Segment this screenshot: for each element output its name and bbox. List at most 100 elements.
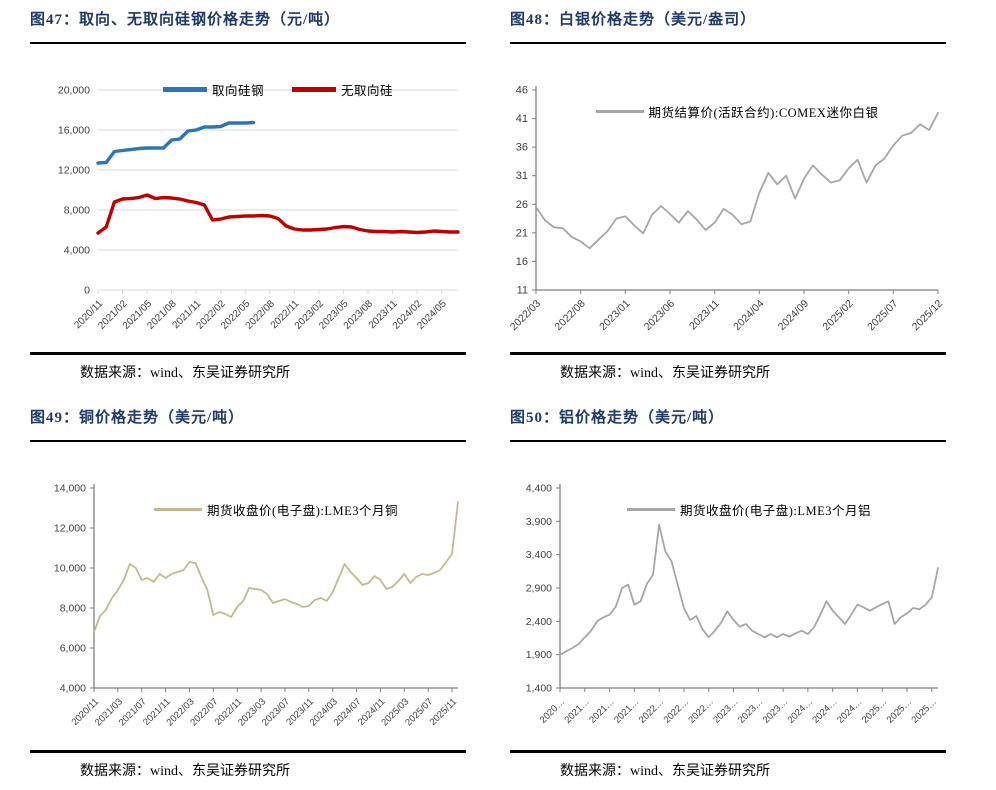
series-lines (93, 501, 459, 633)
svg-text:2024…: 2024… (810, 696, 839, 725)
svg-text:2021…: 2021… (562, 696, 591, 725)
svg-text:11: 11 (517, 285, 528, 297)
figure-48: 图48：白银价格走势（美元/盎司） 46 41 36 31 26 21 16 11 2022/0… (508, 10, 946, 392)
figure-49: 图49：铜价格走势（美元/吨） 14,000 12,000 10,000 8,000 6… (30, 408, 466, 790)
chart-divider (30, 352, 466, 355)
svg-text:21: 21 (516, 227, 528, 239)
svg-text:2023…: 2023… (736, 696, 765, 725)
chart-divider (30, 750, 466, 753)
title-divider (510, 42, 946, 44)
series-lines (96, 120, 460, 235)
svg-text:4,400: 4,400 (526, 483, 552, 495)
svg-text:46: 46 (516, 85, 528, 97)
gridlines (98, 89, 458, 291)
series-line (535, 112, 939, 250)
svg-text:26: 26 (516, 199, 528, 211)
svg-text:2024/04: 2024/04 (731, 298, 766, 333)
svg-text:2021…: 2021… (587, 696, 616, 725)
figure-48-title: 图48：白银价格走势（美元/盎司） (510, 12, 757, 28)
svg-text:41: 41 (516, 113, 528, 125)
svg-text:2023/01: 2023/01 (597, 298, 632, 333)
chart-svg-49: 14,000 12,000 10,000 8,000 6,000 4,0002020/11… (54, 483, 460, 729)
figure-50-title: 图50：铝价格走势（美元/吨） (510, 410, 725, 426)
svg-text:10,000: 10,000 (54, 563, 86, 575)
series-line (559, 523, 939, 656)
series-line (96, 193, 460, 235)
svg-text:1,900: 1,900 (526, 649, 552, 661)
svg-text:2023/06: 2023/06 (642, 298, 677, 333)
svg-text:20,000: 20,000 (58, 85, 90, 97)
title-divider (510, 440, 946, 442)
x-axis-labels: 2020/112021/032021/072021/112022/032022/… (70, 696, 460, 728)
series-lines (535, 112, 939, 250)
svg-text:4,000: 4,000 (64, 245, 90, 257)
svg-text:2020…: 2020… (538, 696, 567, 725)
chart-49-canvas: 14,000 12,000 10,000 8,000 6,000 4,000 2020/11… (30, 476, 466, 748)
svg-text:2021…: 2021… (612, 696, 641, 725)
svg-text:3,400: 3,400 (526, 549, 552, 561)
title-divider (30, 42, 466, 44)
svg-text:2022/03: 2022/03 (508, 298, 543, 333)
axes (90, 484, 458, 692)
y-axis-labels: 4,400 3,900 3,400 2,900 2,400 1,900 1,400 (526, 483, 552, 695)
svg-text:16,000: 16,000 (58, 125, 90, 137)
figure-47: 图47：取向、无取向硅钢价格走势（元/吨） 20,000 16,000 12,000… (30, 10, 466, 392)
svg-text:6,000: 6,000 (60, 643, 86, 655)
svg-text:2025/12: 2025/12 (910, 298, 945, 333)
svg-text:36: 36 (516, 142, 528, 154)
series-lines (559, 523, 939, 656)
y-axis-labels: 46 41 36 31 26 21 16 11 (516, 85, 528, 297)
svg-text:3,900: 3,900 (526, 516, 552, 528)
svg-text:2023/11: 2023/11 (687, 298, 722, 333)
svg-text:0: 0 (84, 285, 90, 297)
series-line (96, 120, 256, 165)
figure-49-title: 图49：铜价格走势（美元/吨） (30, 410, 245, 426)
svg-text:2022…: 2022… (662, 696, 691, 725)
svg-text:2022…: 2022… (637, 696, 666, 725)
svg-text:2025/07: 2025/07 (865, 298, 900, 333)
figure-47-title: 图47：取向、无取向硅钢价格走势（元/吨） (30, 12, 341, 28)
svg-text:2025…: 2025… (909, 696, 938, 725)
svg-text:2024…: 2024… (835, 696, 864, 725)
chart-divider (510, 352, 946, 355)
svg-text:2025…: 2025… (860, 696, 889, 725)
x-axis-labels: 2022/03 2022/08 2023/01 2023/06 2023/11 2024/… (508, 298, 945, 333)
svg-text:31: 31 (516, 170, 528, 182)
svg-text:16: 16 (516, 256, 528, 268)
chart-50-canvas: 4,400 3,900 3,400 2,900 2,400 1,900 1,400 2020…… (510, 476, 946, 748)
axes (97, 289, 458, 294)
figure-49-source: 数据来源：wind、东吴证券研究所 (80, 764, 290, 779)
chart-divider (510, 750, 946, 753)
svg-text:12,000: 12,000 (58, 165, 90, 177)
svg-text:14,000: 14,000 (54, 483, 86, 495)
axes (556, 484, 938, 692)
svg-text:2024/09: 2024/09 (776, 298, 811, 333)
svg-text:2,900: 2,900 (526, 583, 552, 595)
svg-text:2023…: 2023… (711, 696, 740, 725)
title-divider (30, 440, 466, 442)
y-axis-labels: 20,000 16,000 12,000 8,000 4,000 0 (58, 85, 90, 297)
x-axis-labels: 2020…2021…2021…2021…2022…2022…2022…2023…… (538, 696, 939, 725)
svg-text:12,000: 12,000 (54, 523, 86, 535)
figure-50: 图50：铝价格走势（美元/吨） 4,400 3,900 3,400 2,900 2,40… (510, 408, 946, 790)
y-axis-labels: 14,000 12,000 10,000 8,000 6,000 4,000 (54, 483, 86, 695)
svg-text:8,000: 8,000 (64, 205, 90, 217)
figure-50-source: 数据来源：wind、东吴证券研究所 (560, 764, 770, 779)
svg-text:8,000: 8,000 (60, 603, 86, 615)
chart-svg-47: 20,000 16,000 12,000 8,000 4,000 02020/112021… (58, 85, 460, 332)
svg-text:2025/11: 2025/11 (428, 696, 460, 728)
figure-48-source: 数据来源：wind、东吴证券研究所 (560, 366, 770, 381)
figure-grid: 图47：取向、无取向硅钢价格走势（元/吨） 20,000 16,000 12,000… (30, 10, 966, 790)
svg-text:2023…: 2023… (761, 696, 790, 725)
figure-47-source: 数据来源：wind、东吴证券研究所 (80, 366, 290, 381)
chart-svg-50: 4,400 3,900 3,400 2,900 2,400 1,900 1,4002020…… (526, 483, 939, 726)
chart-47-canvas: 20,000 16,000 12,000 8,000 4,000 0 2020/11 2021… (30, 78, 466, 350)
svg-text:2024…: 2024… (786, 696, 815, 725)
svg-text:2,400: 2,400 (526, 616, 552, 628)
axes (532, 86, 939, 294)
svg-text:2022…: 2022… (686, 696, 715, 725)
svg-text:2025…: 2025… (885, 696, 914, 725)
series-line (93, 501, 459, 633)
